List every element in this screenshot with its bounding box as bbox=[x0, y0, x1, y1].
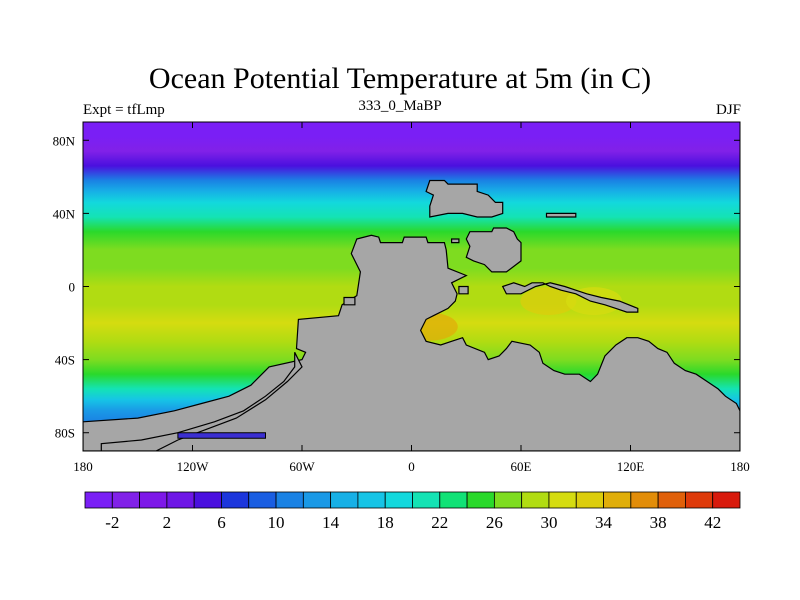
colorbar-swatch bbox=[466, 491, 495, 509]
colorbar-swatch bbox=[384, 491, 413, 509]
colorbar-swatch bbox=[412, 491, 441, 509]
colorbar-label: 42 bbox=[704, 513, 721, 532]
colorbar-label: 26 bbox=[486, 513, 503, 532]
period-label: 333_0_MaBP bbox=[358, 98, 442, 114]
colorbar: -2 2 6 10 14 18 22 26 30 34 38 42 bbox=[84, 491, 741, 532]
y-tick-label: 40S bbox=[55, 353, 75, 368]
colorbar-swatch bbox=[302, 491, 332, 509]
colorbar-swatch bbox=[193, 491, 222, 509]
colorbar-swatch bbox=[493, 491, 523, 509]
land-island-west bbox=[343, 296, 356, 306]
colorbar-swatch bbox=[221, 491, 250, 509]
y-tick-label: 40N bbox=[53, 206, 76, 221]
land-west-peninsula bbox=[100, 352, 303, 451]
colorbar-swatch bbox=[248, 491, 277, 509]
x-tick-label: 180 bbox=[73, 459, 93, 474]
season-label: DJF bbox=[715, 102, 741, 118]
x-tick-label: 120W bbox=[177, 459, 210, 474]
colorbar-swatch bbox=[657, 491, 686, 509]
land-central-asia-block bbox=[465, 227, 522, 273]
colorbar-swatch bbox=[139, 491, 168, 509]
colorbar-swatch bbox=[712, 491, 741, 509]
land-east-asia-strip bbox=[501, 282, 639, 313]
experiment-label: Expt = tfLmp bbox=[83, 102, 165, 118]
land-island-small-north bbox=[451, 238, 460, 244]
colorbar-label: 30 bbox=[540, 513, 557, 532]
colorbar-label: 22 bbox=[431, 513, 448, 532]
colorbar-label: 14 bbox=[322, 513, 340, 532]
land-island-small-tethys bbox=[458, 285, 469, 295]
x-tick-label: 60E bbox=[511, 459, 532, 474]
colorbar-label: -2 bbox=[105, 513, 119, 532]
x-tick-label: 120E bbox=[617, 459, 645, 474]
colorbar-swatch bbox=[685, 491, 714, 509]
land-north-block bbox=[425, 179, 504, 218]
y-tick-label: 0 bbox=[69, 280, 76, 295]
colorbar-swatch bbox=[330, 491, 359, 509]
colorbar-swatch bbox=[111, 491, 140, 509]
warm-pool bbox=[520, 287, 577, 316]
x-tick-label: 60W bbox=[289, 459, 315, 474]
colorbar-swatch bbox=[575, 491, 604, 509]
y-tick-label: 80N bbox=[53, 133, 76, 148]
colorbar-swatch bbox=[84, 491, 113, 509]
colorbar-label: 2 bbox=[163, 513, 172, 532]
colorbar-swatch bbox=[603, 491, 632, 509]
colorbar-swatch bbox=[275, 491, 304, 509]
map-title: Ocean Potential Temperature at 5m (in C) bbox=[148, 62, 652, 95]
x-tick-label: 0 bbox=[408, 459, 415, 474]
colorbar-swatch bbox=[166, 491, 195, 509]
map-axes: 180 120W 60W 0 60E 120E 180 80N 40N 0 40S 80S bbox=[53, 122, 750, 474]
land-island-east bbox=[545, 212, 577, 218]
colorbar-label: 6 bbox=[217, 513, 226, 532]
map-area bbox=[83, 122, 740, 451]
colorbar-swatch bbox=[439, 491, 468, 509]
colorbar-swatch bbox=[630, 491, 659, 509]
colorbar-label: 38 bbox=[650, 513, 667, 532]
x-tick-label: 180 bbox=[730, 459, 750, 474]
colorbar-label: 18 bbox=[377, 513, 394, 532]
colorbar-swatch bbox=[521, 491, 550, 509]
y-tick-label: 80S bbox=[55, 426, 75, 441]
ice-shelf bbox=[177, 432, 266, 439]
colorbar-label: 34 bbox=[595, 513, 613, 532]
colorbar-label: 10 bbox=[268, 513, 285, 532]
land-layer bbox=[83, 179, 740, 451]
colorbar-swatch bbox=[357, 491, 386, 509]
land-pangaea-main bbox=[83, 234, 740, 451]
colorbar-swatch bbox=[548, 491, 577, 509]
